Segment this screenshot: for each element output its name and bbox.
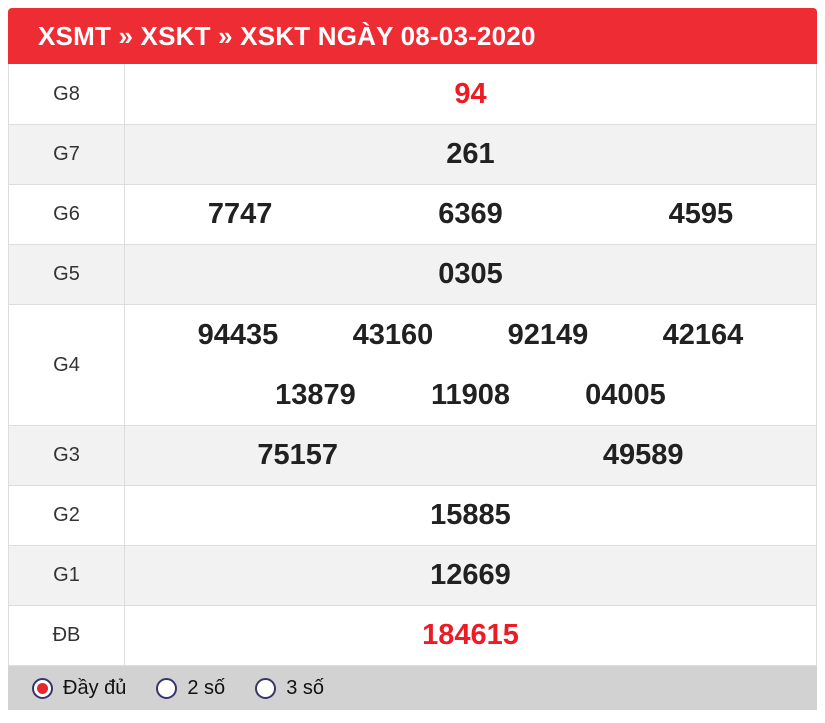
prize-number: 43160 [352, 318, 434, 351]
prize-number: 0305 [438, 258, 503, 290]
table-row-g8: G8 94 [9, 64, 816, 124]
prize-label: G7 [9, 125, 125, 184]
lottery-results-page: XSMT » XSKT » XSKT NGÀY 08-03-2020 G8 94… [8, 8, 817, 710]
prize-label: G6 [9, 185, 125, 244]
prize-values-line: 13879 11908 04005 [125, 365, 816, 425]
prize-label: G5 [9, 245, 125, 304]
prize-values: 184615 [125, 606, 816, 665]
prize-label: G8 [9, 64, 125, 124]
view-option-full[interactable]: Đầy đủ [32, 677, 126, 700]
breadcrumb: XSMT » XSKT » XSKT NGÀY 08-03-2020 [38, 20, 536, 51]
prize-number: 6369 [438, 198, 503, 230]
table-row-g2: G2 15885 [9, 485, 816, 545]
view-option-label: 2 số [187, 676, 226, 699]
table-row-g6: G6 7747 6369 4595 [9, 184, 816, 244]
prize-values: 94435 43160 92149 42164 13879 11908 0400… [125, 305, 816, 425]
prize-label: G1 [9, 546, 125, 605]
view-mode-bar: Đầy đủ 2 số 3 số [8, 666, 817, 710]
prize-number: 42164 [662, 318, 744, 351]
view-option-3so[interactable]: 3 số [255, 677, 324, 700]
prize-number: 94435 [197, 318, 279, 351]
prize-number: 15885 [430, 499, 511, 531]
prize-values: 7747 6369 4595 [125, 185, 816, 244]
prize-number: 04005 [585, 378, 666, 411]
prize-number: 4595 [668, 198, 734, 230]
prize-label: G4 [9, 305, 125, 425]
view-option-full-radio[interactable] [32, 677, 53, 699]
prize-number: 49589 [602, 439, 684, 471]
view-option-label: Đầy đủ [63, 676, 127, 699]
prize-values: 0305 [125, 245, 816, 304]
view-option-label: 3 số [286, 676, 324, 699]
view-option-2so[interactable]: 2 số [156, 677, 225, 700]
table-row-g3: G3 75157 49589 [9, 425, 816, 485]
prize-number: 13879 [275, 378, 356, 411]
prize-number: 92149 [507, 318, 589, 351]
prize-label: G3 [9, 426, 125, 485]
prize-values: 12669 [125, 546, 816, 605]
table-row-g4: G4 94435 43160 92149 42164 13879 11908 0… [9, 304, 816, 425]
prize-number: 11908 [430, 378, 511, 411]
view-option-2so-radio[interactable] [156, 677, 178, 699]
prize-values-line: 94435 43160 92149 42164 [125, 305, 816, 365]
prize-number: 7747 [207, 198, 273, 230]
table-row-g1: G1 12669 [9, 545, 816, 605]
prize-values: 15885 [125, 486, 816, 545]
prize-values: 94 [125, 64, 816, 124]
prize-label: ĐB [9, 606, 125, 665]
prize-values: 261 [125, 125, 816, 184]
view-option-3so-radio[interactable] [255, 677, 277, 699]
prize-number: 184615 [422, 619, 519, 651]
prize-values: 75157 49589 [125, 426, 816, 485]
table-row-db: ĐB 184615 [9, 605, 816, 665]
prize-label: G2 [9, 486, 125, 545]
breadcrumb-header: XSMT » XSKT » XSKT NGÀY 08-03-2020 [8, 8, 817, 64]
prize-number: 261 [446, 138, 495, 170]
table-row-g5: G5 0305 [9, 244, 816, 304]
table-row-g7: G7 261 [9, 124, 816, 184]
prize-number: 94 [454, 77, 487, 110]
prize-number: 75157 [257, 439, 339, 471]
results-table: G8 94 G7 261 G6 7747 6369 4595 G5 0305 [8, 64, 817, 666]
prize-number: 12669 [430, 559, 511, 591]
